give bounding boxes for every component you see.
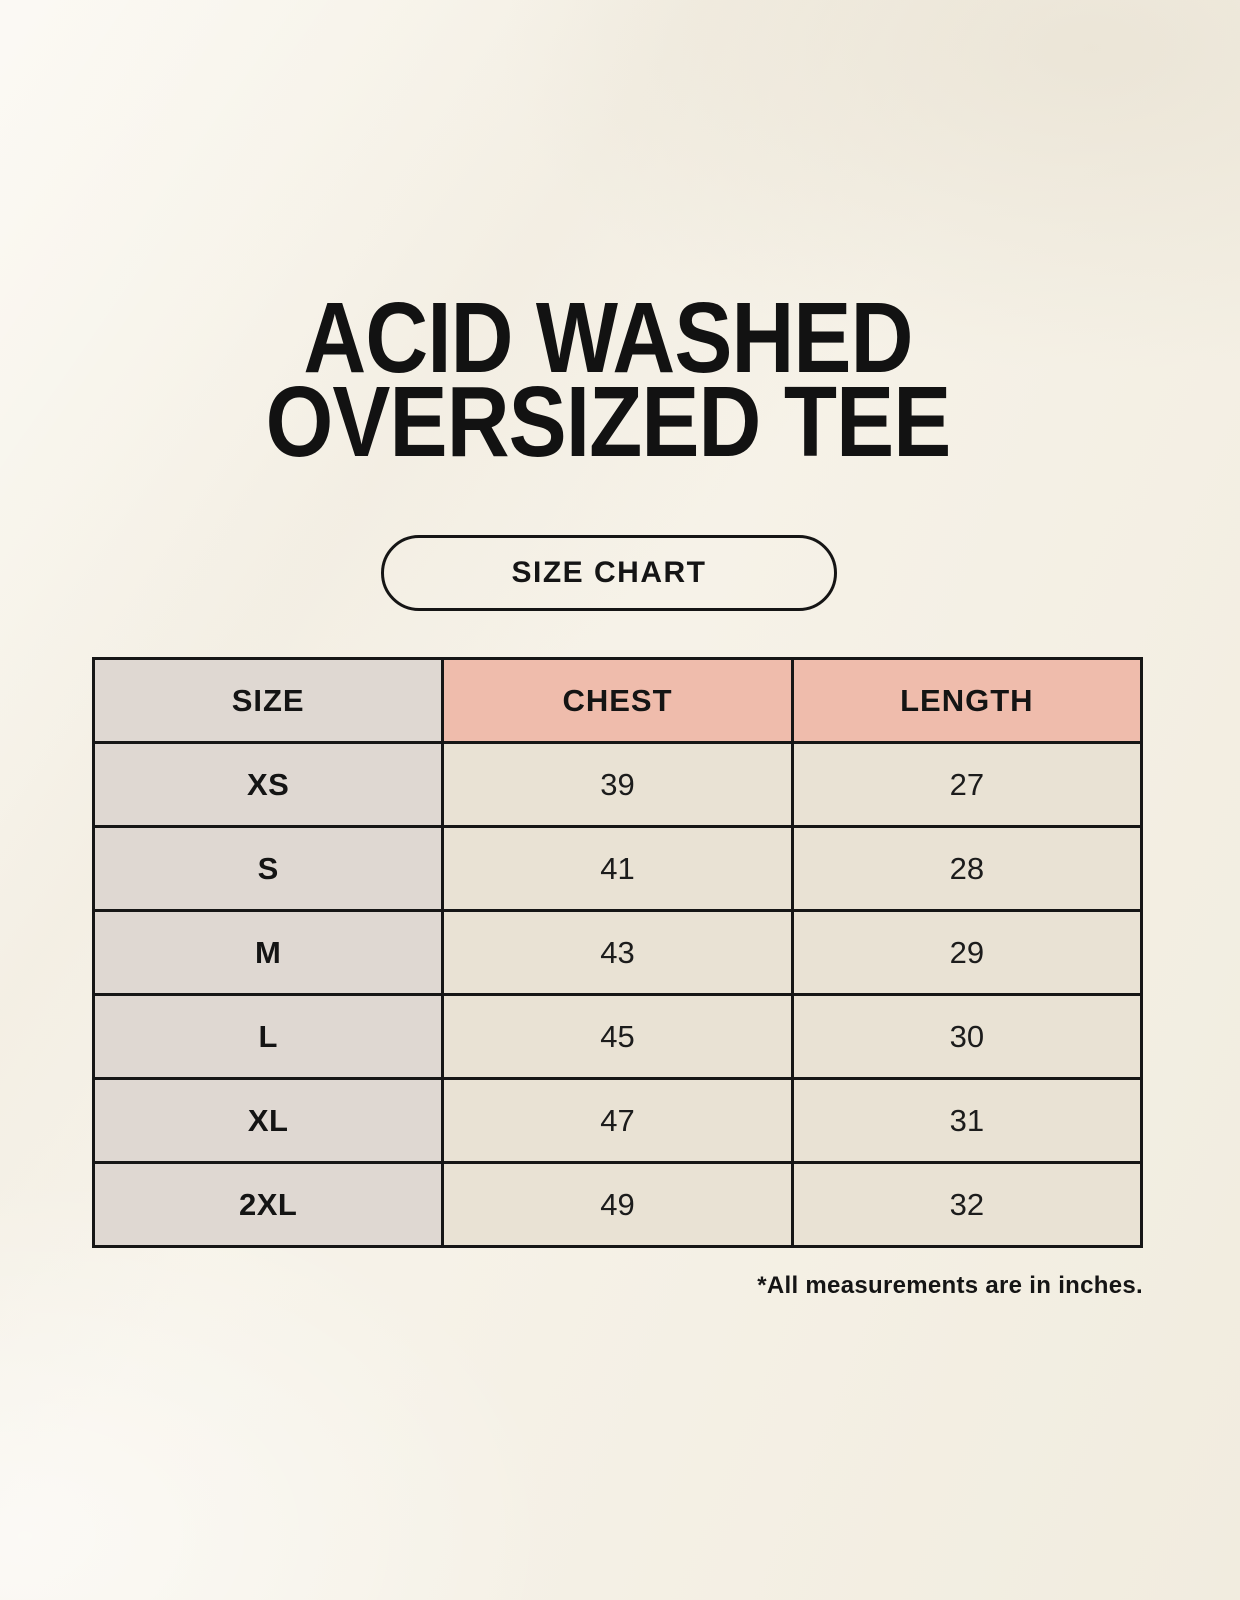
- length-cell: 29: [790, 909, 1144, 996]
- size-chart-table-container: SIZE CHEST LENGTH XS 39 27 S 41 28 M 43 …: [91, 657, 1144, 1248]
- size-cell: XS: [91, 741, 445, 828]
- chest-cell: 45: [441, 993, 794, 1080]
- chest-cell: 47: [441, 1077, 794, 1164]
- length-cell: 30: [790, 993, 1144, 1080]
- chest-cell: 43: [441, 909, 794, 996]
- chest-cell: 39: [441, 741, 794, 828]
- page-title-line-1: ACID WASHED: [303, 282, 913, 394]
- table-row-l: L 45 30: [91, 993, 1144, 1080]
- size-cell: XL: [91, 1077, 445, 1164]
- measurements-footnote: *All measurements are in inches.: [757, 1272, 1143, 1299]
- table-row-m: M 43 29: [91, 909, 1144, 996]
- chest-cell: 41: [441, 825, 794, 912]
- length-cell: 31: [790, 1077, 1144, 1164]
- page-title-line-2: OVERSIZED TEE: [265, 366, 952, 478]
- length-cell: 32: [790, 1161, 1144, 1248]
- table-row-xs: XS 39 27: [91, 741, 1144, 828]
- size-cell: 2XL: [91, 1161, 445, 1248]
- size-cell: S: [91, 825, 445, 912]
- size-chart-table: SIZE CHEST LENGTH XS 39 27 S 41 28 M 43 …: [91, 657, 1144, 1248]
- page-title: ACID WASHED OVERSIZED TEE: [79, 282, 1137, 478]
- header-cell-size: SIZE: [91, 657, 445, 744]
- length-cell: 28: [790, 825, 1144, 912]
- header-cell-chest: CHEST: [441, 657, 794, 744]
- hero-section: ACID WASHED OVERSIZED TEE: [0, 282, 1216, 478]
- table-row-xl: XL 47 31: [91, 1077, 1144, 1164]
- size-chart-button-label: SIZE CHART: [511, 556, 707, 589]
- chest-cell: 49: [441, 1161, 794, 1248]
- table-header-row: SIZE CHEST LENGTH: [91, 657, 1144, 744]
- length-cell: 27: [790, 741, 1144, 828]
- header-cell-length: LENGTH: [790, 657, 1144, 744]
- table-row-2xl: 2XL 49 32: [91, 1161, 1144, 1248]
- table-row-s: S 41 28: [91, 825, 1144, 912]
- size-chart-button[interactable]: SIZE CHART: [381, 535, 837, 611]
- size-cell: L: [91, 993, 445, 1080]
- size-cell: M: [91, 909, 445, 996]
